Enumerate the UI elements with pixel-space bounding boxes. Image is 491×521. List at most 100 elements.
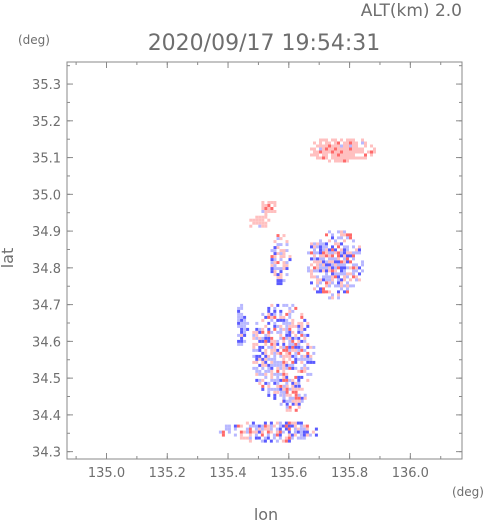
echo-pixel: [328, 281, 331, 285]
echo-pixel: [282, 303, 286, 307]
echo-pixel: [343, 150, 346, 154]
echo-pixel: [288, 309, 292, 313]
echo-pixel: [285, 267, 289, 271]
echo-pixel: [331, 257, 334, 261]
echo-pixel: [325, 242, 328, 246]
echo-pixel: [288, 375, 292, 379]
echo-pixel: [285, 393, 289, 397]
echo-pixel: [337, 153, 340, 157]
echo-pixel: [276, 261, 280, 265]
echo-pixel: [288, 336, 292, 340]
echo-pixel: [361, 269, 364, 273]
echo-pixel: [273, 336, 277, 340]
echo-pixel: [276, 267, 280, 271]
echo-pixel: [273, 264, 277, 268]
echo-pixel: [285, 345, 289, 349]
echo-pixel: [340, 257, 343, 261]
echo-pixel: [291, 339, 295, 343]
echo-pixel: [279, 267, 283, 271]
echo-pixel: [285, 402, 289, 406]
echo-pixel: [300, 324, 304, 328]
echo-pixel: [288, 399, 292, 403]
echo-pixel: [361, 141, 364, 145]
echo-pixel: [325, 257, 328, 261]
echo-pixel: [306, 321, 310, 325]
echo-pixel: [287, 439, 291, 443]
echo-pixel: [273, 240, 277, 244]
echo-pixel: [313, 287, 316, 291]
echo-pixel: [255, 330, 259, 334]
echo-pixel: [302, 427, 306, 431]
echo-pixel: [299, 421, 303, 425]
echo-pixel: [331, 293, 334, 297]
echo-pixel: [279, 258, 283, 262]
echo-pixel: [352, 138, 355, 142]
echo-pixel: [305, 430, 309, 434]
echo-pixel: [267, 330, 271, 334]
echo-pixel: [316, 263, 319, 267]
echo-pixel: [273, 369, 277, 373]
echo-pixel: [337, 272, 340, 276]
echo-pixel: [221, 430, 225, 434]
echo-pixel: [270, 267, 274, 271]
echo-pixel: [263, 430, 267, 434]
echo-pixel: [285, 309, 289, 313]
echo-pixel: [237, 312, 241, 316]
echo-pixel: [291, 375, 295, 379]
x-tick-label: 135.8: [331, 466, 368, 481]
echo-pixel: [352, 147, 355, 151]
echo-pixel: [264, 357, 268, 361]
echo-pixel: [325, 245, 328, 249]
echo-pixel: [340, 254, 343, 258]
echo-pixel: [267, 390, 271, 394]
echo-pixel: [303, 318, 307, 322]
echo-pixel: [299, 433, 303, 437]
echo-pixel: [337, 290, 340, 294]
echo-pixel: [337, 254, 340, 258]
echo-pixel: [266, 427, 270, 431]
echo-pixel: [282, 348, 286, 352]
echo-pixel: [285, 330, 289, 334]
echo-pixel: [248, 424, 252, 428]
echo-pixel: [291, 390, 295, 394]
echo-pixel: [303, 366, 307, 370]
echo-pixel: [267, 369, 271, 373]
echo-pixel: [290, 433, 294, 437]
echo-pixel: [291, 381, 295, 385]
echo-pixel: [279, 279, 283, 283]
echo-pixel: [260, 439, 264, 443]
echo-pixel: [285, 408, 289, 412]
echo-pixel: [337, 242, 340, 246]
echo-pixel: [257, 424, 261, 428]
echo-pixel: [288, 333, 292, 337]
echo-pixel: [275, 424, 279, 428]
echo-pixel: [340, 230, 343, 234]
echo-pixel: [294, 321, 298, 325]
echo-pixel: [240, 333, 244, 337]
echo-pixel: [310, 242, 313, 246]
echo-pixel: [279, 384, 283, 388]
echo-pixel: [285, 348, 289, 352]
echo-pixel: [334, 233, 337, 237]
echo-pixel: [319, 150, 322, 154]
echo-pixel: [312, 345, 316, 349]
echo-pixel: [255, 354, 259, 358]
echo-pixel: [343, 293, 346, 297]
echo-pixel: [322, 147, 325, 151]
echo-pixel: [340, 147, 343, 151]
echo-pixel: [267, 336, 271, 340]
echo-pixel: [297, 393, 301, 397]
echo-pixel: [297, 381, 301, 385]
echo-pixel: [300, 360, 304, 364]
echo-pixel: [346, 144, 349, 148]
echo-pixel: [261, 215, 265, 219]
echo-pixel: [373, 150, 376, 154]
echo-pixel: [346, 275, 349, 279]
echo-pixel: [269, 424, 273, 428]
echo-pixel: [319, 239, 322, 243]
echo-pixel: [340, 260, 343, 264]
echo-pixel: [267, 218, 271, 222]
echo-pixel: [328, 159, 331, 163]
echo-pixel: [276, 240, 280, 244]
echo-pixel: [285, 378, 289, 382]
